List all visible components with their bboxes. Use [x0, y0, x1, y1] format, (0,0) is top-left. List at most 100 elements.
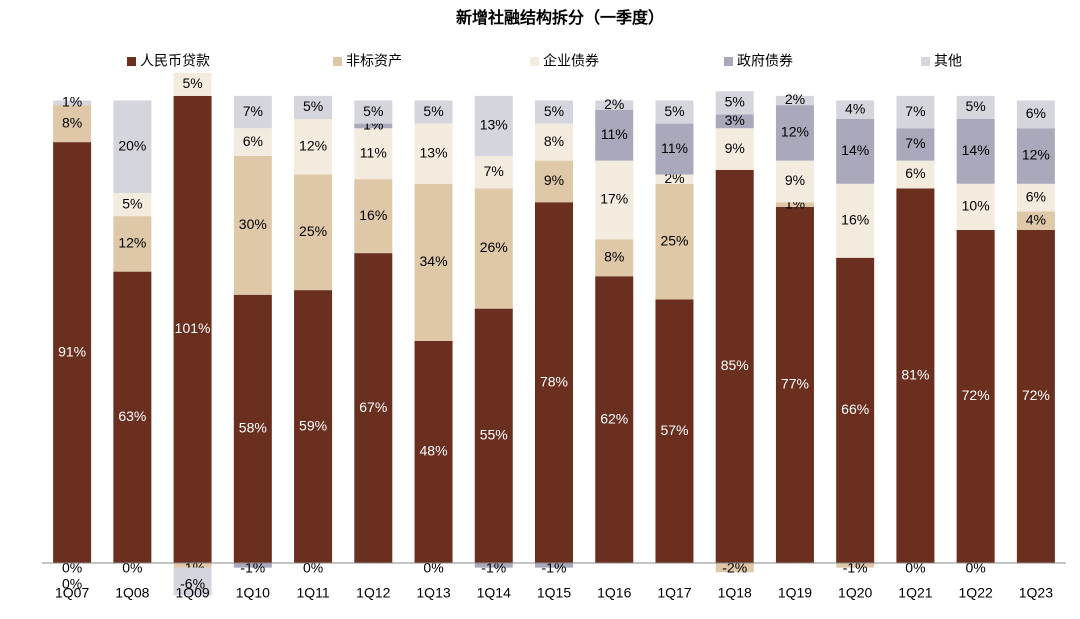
- bar-segment: [715, 563, 754, 573]
- x-tick-label: 1Q18: [718, 585, 752, 601]
- data-label: 34%: [420, 253, 448, 269]
- x-tick-label: 1Q17: [657, 585, 691, 601]
- data-label: 63%: [118, 408, 146, 424]
- bar-segment: [1016, 100, 1055, 129]
- data-label: 25%: [660, 232, 688, 248]
- data-label: 0%: [62, 560, 82, 576]
- legend-label: 企业债券: [543, 53, 599, 69]
- data-label: 14%: [962, 142, 990, 158]
- data-label: -1%: [542, 560, 567, 576]
- x-tick-label: 1Q23: [1019, 585, 1053, 601]
- data-label: 5%: [544, 103, 564, 119]
- data-label: 101%: [175, 320, 211, 336]
- bar-segment: [113, 100, 152, 193]
- bar-segment: [173, 563, 212, 568]
- data-label: 72%: [1022, 387, 1050, 403]
- bar-segment: [294, 119, 333, 175]
- bar-segment: [595, 239, 634, 277]
- bar-segment: [896, 188, 935, 563]
- x-tick-label: 1Q13: [416, 585, 450, 601]
- bar-segment: [655, 100, 694, 124]
- data-label: 13%: [420, 144, 448, 160]
- data-label: 8%: [604, 248, 624, 264]
- data-label: 11%: [661, 140, 688, 156]
- data-label: 2%: [785, 91, 805, 107]
- bar-segment: [474, 95, 513, 156]
- bar-segment: [113, 193, 152, 217]
- data-label: 12%: [1022, 147, 1050, 163]
- bar-segment: [354, 100, 393, 124]
- bar-segment: [535, 160, 573, 203]
- data-label: 66%: [841, 401, 869, 417]
- data-label: 14%: [841, 142, 869, 158]
- data-label: 55%: [480, 427, 508, 443]
- data-label: 0%: [62, 576, 82, 592]
- x-tick-label: 1Q19: [778, 585, 812, 601]
- data-label: 9%: [725, 140, 745, 156]
- bar-segment: [595, 100, 634, 110]
- data-label: 12%: [781, 124, 809, 140]
- data-label: 6%: [905, 165, 925, 181]
- data-label: 5%: [303, 98, 323, 114]
- bar-segment: [173, 95, 212, 563]
- bar-segment: [354, 179, 393, 254]
- bar-segment: [233, 128, 272, 156]
- data-label: 0%: [423, 560, 443, 576]
- x-tick-label: 1Q08: [115, 585, 149, 601]
- bar-segment: [354, 128, 393, 180]
- legend-label: 政府债券: [737, 53, 793, 69]
- data-label: -2%: [722, 560, 747, 576]
- bar-segment: [655, 123, 694, 175]
- bar-segment: [233, 563, 272, 568]
- bar-segment: [655, 299, 694, 563]
- chart-title: 新增社融结构拆分（一季度）: [456, 8, 664, 27]
- bar-segment: [1016, 183, 1055, 212]
- legend-swatch: [921, 57, 930, 66]
- bar-segment: [354, 253, 393, 563]
- bar-segment: [233, 156, 272, 295]
- bar-segment: [414, 341, 453, 563]
- data-label: 25%: [299, 223, 327, 239]
- legend-label: 非标资产: [346, 53, 402, 69]
- data-label: 78%: [540, 373, 568, 389]
- data-label: -6%: [180, 576, 205, 592]
- data-label: 81%: [901, 366, 929, 382]
- x-tick-label: 1Q10: [236, 585, 270, 601]
- bar-segment: [1016, 128, 1055, 184]
- x-tick-label: 1Q07: [55, 585, 89, 601]
- bar-segment: [535, 123, 573, 161]
- bar-segment: [474, 188, 513, 309]
- bar-segment: [595, 276, 634, 563]
- data-label: 16%: [359, 207, 387, 223]
- data-label: 2%: [604, 96, 624, 112]
- data-label: 0%: [966, 560, 986, 576]
- data-label: 12%: [299, 137, 327, 153]
- data-label: 5%: [664, 103, 684, 119]
- bar-segment: [836, 257, 875, 563]
- x-tick-label: 1Q22: [959, 585, 993, 601]
- legend-label: 人民币贷款: [140, 53, 210, 69]
- data-label: 57%: [660, 422, 688, 438]
- legend-swatch: [530, 57, 539, 66]
- bar-segment: [354, 123, 393, 129]
- data-label: -1%: [481, 560, 506, 576]
- data-label: 6%: [1026, 188, 1046, 204]
- data-label: 30%: [239, 216, 267, 232]
- bar-segment: [775, 160, 814, 203]
- bar-segment: [896, 160, 935, 189]
- data-label: 10%: [962, 198, 990, 214]
- bar-segment: [836, 563, 875, 568]
- bar-segment: [1016, 230, 1055, 563]
- data-label: 11%: [601, 126, 628, 142]
- data-label: 5%: [363, 103, 383, 119]
- bar-segment: [715, 114, 754, 129]
- bar-segment: [655, 183, 694, 300]
- bar-segment: [956, 230, 995, 563]
- x-tick-label: 1Q20: [838, 585, 872, 601]
- data-label: 48%: [420, 443, 448, 459]
- data-label: 11%: [360, 144, 387, 160]
- bar-segment: [113, 216, 152, 272]
- bar-segment: [294, 174, 333, 291]
- data-label: 67%: [359, 399, 387, 415]
- bar-segment: [294, 290, 333, 563]
